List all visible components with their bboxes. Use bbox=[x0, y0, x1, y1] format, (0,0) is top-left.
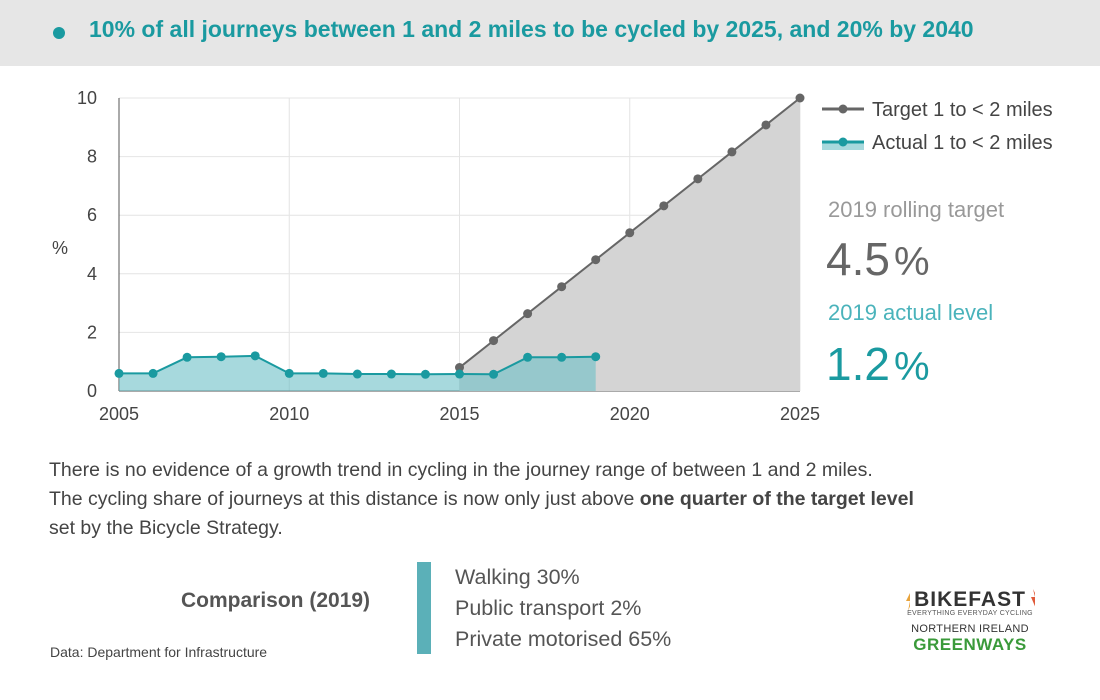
target-point bbox=[659, 201, 669, 211]
target-point bbox=[625, 228, 635, 238]
actual-area bbox=[119, 355, 596, 391]
x-tick-label: 2015 bbox=[439, 404, 479, 424]
target-point bbox=[761, 120, 771, 130]
comparison-item-walking: Walking 30% bbox=[455, 565, 580, 589]
actual-point bbox=[114, 368, 124, 378]
comparison-item-private-motorised: Private motorised 65% bbox=[455, 627, 672, 651]
y-tick-label: 8 bbox=[87, 147, 97, 167]
legend-target-label: Target 1 to < 2 miles bbox=[872, 99, 1053, 121]
summary-line-1: There is no evidence of a growth trend i… bbox=[49, 459, 873, 481]
actual-point bbox=[318, 368, 328, 378]
summary-line-3: set by the Bicycle Strategy. bbox=[49, 517, 283, 539]
target-stat-value-wrap: 4.5% bbox=[826, 232, 930, 286]
comparison-divider-bar bbox=[417, 562, 431, 654]
actual-stat-value: 1.2 bbox=[826, 338, 890, 390]
target-stat-label: 2019 rolling target bbox=[828, 197, 1005, 222]
target-point bbox=[455, 363, 464, 373]
partner-logos: BIKEFAST EVERYTHING EVERYDAY CYCLING NOR… bbox=[905, 588, 1035, 655]
actual-stat-unit: % bbox=[893, 345, 930, 389]
line-chart: 0 2 4 6 8 10 2005 2010 2015 2020 2025% Target 1 to … bbox=[52, 88, 1053, 424]
comparison-list: Walking 30% Public transport 2% Private … bbox=[455, 562, 671, 655]
bikefast-wordmark: BIKEFAST bbox=[914, 588, 1026, 611]
actual-point bbox=[523, 352, 533, 362]
target-stat-unit: % bbox=[893, 240, 930, 284]
summary-line-2-bold: one quarter of the target level bbox=[639, 488, 914, 510]
legend-actual-label: Actual 1 to < 2 miles bbox=[872, 132, 1053, 154]
actual-stat-label: 2019 actual level bbox=[828, 300, 994, 325]
actual-point bbox=[352, 369, 362, 379]
actual-point bbox=[557, 352, 567, 362]
x-tick-label: 2005 bbox=[99, 404, 139, 424]
actual-point bbox=[284, 368, 294, 378]
actual-point bbox=[250, 351, 260, 361]
bikefast-logo: BIKEFAST bbox=[905, 588, 1035, 612]
x-tick-label: 2020 bbox=[610, 404, 650, 424]
target-point bbox=[727, 147, 737, 157]
target-point bbox=[693, 174, 703, 184]
actual-point bbox=[386, 369, 396, 379]
target-point bbox=[489, 336, 499, 346]
actual-point bbox=[591, 352, 601, 362]
actual-point bbox=[420, 369, 430, 379]
bullet-dot-icon bbox=[53, 27, 65, 39]
lightning-bolt-icon bbox=[1030, 589, 1035, 607]
x-tick-label: 2010 bbox=[269, 404, 309, 424]
data-source-note: Data: Department for Infrastructure bbox=[50, 644, 268, 660]
y-tick-label: 2 bbox=[87, 322, 97, 342]
y-tick-label: 4 bbox=[87, 264, 97, 284]
actual-stat-value-wrap: 1.2% bbox=[826, 337, 930, 391]
x-tick-label: 2025 bbox=[780, 404, 820, 424]
page-title: 10% of all journeys between 1 and 2 mile… bbox=[89, 16, 974, 42]
greenways-region: NORTHERN IRELAND bbox=[911, 623, 1029, 635]
actual-point bbox=[216, 352, 226, 362]
actual-point bbox=[148, 368, 158, 378]
target-point bbox=[557, 282, 567, 292]
legend-target-marker bbox=[838, 104, 848, 114]
y-tick-label: 0 bbox=[87, 381, 97, 401]
target-point bbox=[795, 93, 805, 103]
y-tick-label: 10 bbox=[77, 88, 97, 108]
y-tick-label: 6 bbox=[87, 205, 97, 225]
greenways-wordmark: GREENWAYS bbox=[913, 635, 1027, 654]
header-banner: 10% of all journeys between 1 and 2 mile… bbox=[0, 0, 1100, 66]
legend-actual-marker bbox=[838, 137, 848, 147]
summary-line-2: The cycling share of journeys at this di… bbox=[49, 488, 640, 510]
bikefast-tagline: EVERYTHING EVERYDAY CYCLING bbox=[907, 610, 1033, 617]
actual-point bbox=[489, 369, 499, 379]
comparison-label: Comparison (2019) bbox=[181, 589, 371, 612]
actual-point bbox=[182, 352, 192, 362]
target-area bbox=[459, 98, 800, 391]
y-axis-label: % bbox=[52, 238, 68, 258]
target-point bbox=[591, 255, 601, 265]
summary-text: There is no evidence of a growth trend i… bbox=[49, 456, 1059, 543]
lightning-bolt-icon bbox=[906, 592, 911, 611]
target-stat-value: 4.5 bbox=[826, 233, 890, 285]
actual-point bbox=[455, 369, 464, 379]
target-point bbox=[523, 309, 533, 319]
comparison-item-public-transport: Public transport 2% bbox=[455, 596, 642, 620]
